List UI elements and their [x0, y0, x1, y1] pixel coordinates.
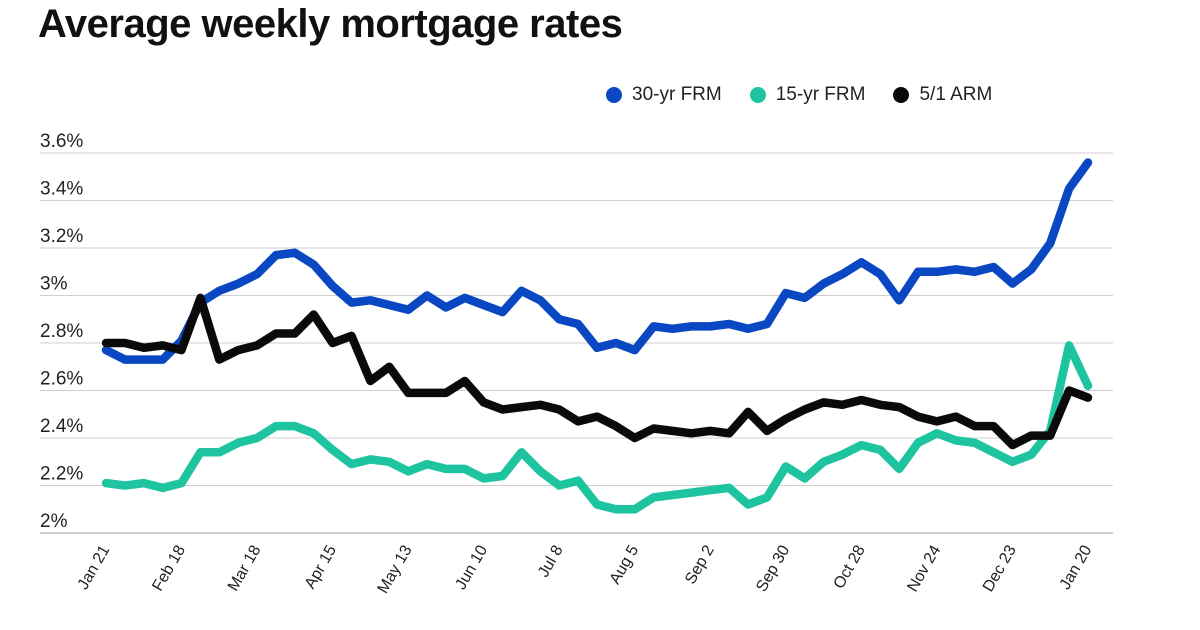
y-tick-label: 3.6% — [40, 131, 83, 152]
x-tick-label: Oct 28 — [831, 542, 869, 591]
series-lines — [101, 158, 1093, 514]
gridlines — [40, 152, 1113, 534]
y-axis-ticks: 2% 2.2% 2.4% 2.6% 2.8% 3% 3.2% 3.4% 3.6% — [40, 131, 83, 532]
x-tick-label: Apr 15 — [302, 542, 340, 591]
legend-swatch-15yr — [749, 87, 766, 103]
x-tick-label: May 13 — [375, 542, 416, 596]
legend-swatch-arm — [893, 87, 910, 103]
x-tick-label: Nov 24 — [904, 542, 944, 594]
x-tick-label: Mar 18 — [225, 542, 265, 594]
x-tick-label: Jan 20 — [1057, 542, 1096, 592]
x-tick-label: Feb 18 — [149, 542, 189, 594]
x-tick-label: Aug 5 — [607, 542, 643, 587]
chart-title: Average weekly mortgage rates — [38, 2, 623, 46]
x-tick-label: Dec 23 — [980, 542, 1020, 594]
y-tick-label: 2.2% — [40, 464, 83, 485]
chart-legend: 30-yr FRM 15-yr FRM 5/1 ARM — [606, 84, 992, 106]
y-tick-label: 2.8% — [40, 321, 83, 342]
series-line-5-1-arm — [101, 293, 1093, 450]
legend-label-arm: 5/1 ARM — [919, 84, 993, 105]
legend-item-15yr: 15-yr FRM — [749, 84, 866, 106]
x-tick-label: Jul 8 — [535, 542, 567, 580]
y-tick-label: 2.4% — [40, 416, 83, 437]
legend-swatch-30yr — [606, 87, 622, 103]
legend-label-30yr: 30-yr FRM — [632, 84, 722, 105]
x-tick-label: Jan 21 — [75, 542, 114, 592]
y-tick-label: 3.4% — [40, 179, 83, 200]
y-tick-label: 3% — [40, 274, 68, 295]
x-axis-ticks: Jan 21 Feb 18 Mar 18 Apr 15 May 13 Jun 10 Jul … — [75, 542, 1096, 596]
y-tick-label: 2.6% — [40, 369, 83, 390]
series-line-15-yr-frm — [101, 341, 1093, 514]
y-tick-label: 3.2% — [40, 226, 83, 247]
series-line-30-yr-frm — [101, 158, 1093, 364]
legend-item-30yr: 30-yr FRM — [606, 84, 722, 106]
legend-label-15yr: 15-yr FRM — [775, 84, 866, 105]
legend-item-arm: 5/1 ARM — [893, 84, 992, 106]
x-tick-label: Sep 2 — [682, 542, 718, 587]
y-tick-label: 2% — [40, 511, 68, 532]
x-tick-label: Sep 30 — [753, 542, 793, 595]
x-tick-label: Jun 10 — [452, 542, 491, 592]
